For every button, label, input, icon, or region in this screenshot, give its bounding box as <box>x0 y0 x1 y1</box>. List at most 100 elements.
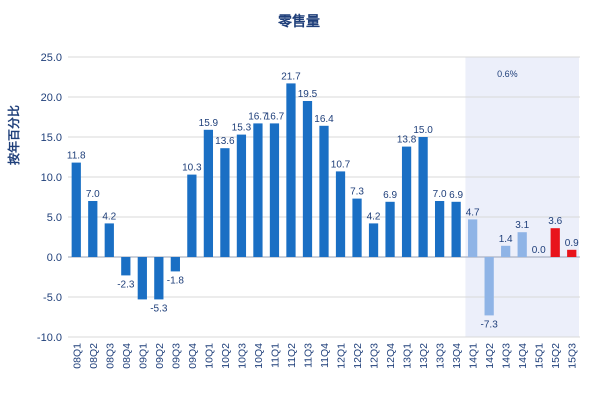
x-tick-label: 14Q2 <box>484 343 496 369</box>
x-tick-label: 12Q1 <box>336 343 348 369</box>
x-tick-label: 09Q2 <box>154 343 166 369</box>
data-label-15Q2: 3.6 <box>548 216 562 227</box>
x-tick-label: 08Q2 <box>88 343 100 369</box>
x-tick-label: 12Q3 <box>369 343 381 369</box>
bar-11Q3 <box>302 101 313 257</box>
data-label-10Q4: 16.7 <box>248 111 268 122</box>
bar-14Q1 <box>468 219 478 257</box>
x-tick-label: 10Q1 <box>203 343 215 369</box>
x-tick-label: 12Q2 <box>352 343 364 369</box>
x-tick-label: 08Q1 <box>71 343 83 369</box>
x-tick-label: 15Q1 <box>534 343 546 369</box>
bar-14Q4 <box>517 232 527 257</box>
x-tick-label: 11Q1 <box>269 343 281 368</box>
y-tick-label: 25.0 <box>41 52 62 64</box>
bar-12Q4 <box>385 201 395 257</box>
y-axis-ticks: 25.0 20.0 15.0 10.0 5.0 0.0 -5.0 -10.0 <box>37 52 62 344</box>
data-label-08Q3: 4.2 <box>102 211 116 222</box>
data-label-13Q1: 13.8 <box>397 135 417 146</box>
bar-12Q1 <box>335 171 346 257</box>
y-tick-label: 5.0 <box>47 212 62 224</box>
x-tick-label: 11Q4 <box>319 343 331 368</box>
bar-15Q2 <box>550 228 560 257</box>
bar-10Q2 <box>220 148 230 257</box>
data-label-14Q2: -7.3 <box>481 319 499 330</box>
data-label-12Q4: 6.9 <box>383 190 397 201</box>
bar-12Q3 <box>368 223 379 257</box>
data-label-11Q3: 19.5 <box>298 89 318 100</box>
bar-08Q1 <box>71 162 81 257</box>
x-tick-label: 13Q2 <box>418 343 430 369</box>
data-label-09Q2: -5.3 <box>150 303 168 314</box>
data-label-13Q3: 7.0 <box>433 189 447 200</box>
bar-15Q3 <box>567 249 577 257</box>
x-tick-label: 11Q3 <box>302 343 314 368</box>
bar-08Q4 <box>121 257 131 276</box>
data-label-10Q1: 15.9 <box>199 118 219 129</box>
chart-title: 零售量 <box>277 13 320 30</box>
data-label-14Q4: 3.1 <box>515 220 529 231</box>
x-tick-label: 15Q3 <box>567 343 579 369</box>
data-label-11Q4: 16.4 <box>314 114 334 125</box>
y-tick-label: 15.0 <box>41 132 62 144</box>
data-label-12Q1: 10.7 <box>331 159 351 170</box>
data-label-08Q2: 7.0 <box>86 189 100 200</box>
x-tick-label: 14Q3 <box>501 343 513 369</box>
x-tick-label: 13Q1 <box>402 343 414 369</box>
x-tick-label: 13Q3 <box>435 343 447 369</box>
bar-14Q3 <box>501 245 511 257</box>
bar-13Q2 <box>418 137 428 257</box>
bar-10Q3 <box>236 134 247 257</box>
bar-09Q4 <box>187 174 197 257</box>
highlight-region <box>465 57 579 337</box>
data-label-09Q4: 10.3 <box>182 163 202 174</box>
x-tick-label: 12Q4 <box>385 343 397 369</box>
data-label-15Q1: 0.0 <box>532 245 546 256</box>
data-label-10Q2: 13.6 <box>215 136 235 147</box>
data-label-13Q4: 6.9 <box>449 190 463 201</box>
x-tick-label: 10Q2 <box>220 343 232 369</box>
data-label-13Q2: 15.0 <box>413 125 433 136</box>
x-tick-label: 09Q1 <box>137 343 149 369</box>
data-label-12Q2: 7.3 <box>350 187 364 198</box>
bar-09Q1 <box>137 257 147 300</box>
x-tick-label: 09Q3 <box>170 343 182 369</box>
bar-10Q1 <box>203 129 214 257</box>
bar-11Q4 <box>319 125 329 257</box>
highlight-annotation: 0.6% <box>497 69 518 79</box>
data-label-11Q1: 16.7 <box>265 111 285 122</box>
y-tick-label: -10.0 <box>37 332 62 344</box>
x-tick-label: 10Q4 <box>253 343 265 369</box>
x-axis-ticks: 08Q1 08Q2 08Q3 08Q4 09Q1 09Q2 09Q3 09Q4 10Q1 10Q2… <box>71 343 578 369</box>
bar-09Q2 <box>154 257 164 300</box>
data-label-15Q3: 0.9 <box>565 238 579 249</box>
bar-08Q2 <box>88 201 98 257</box>
bar-13Q4 <box>451 201 461 257</box>
bars <box>71 83 577 316</box>
x-tick-label: 14Q4 <box>517 343 529 369</box>
x-tick-label: 15Q2 <box>550 343 562 369</box>
x-tick-label: 14Q1 <box>468 343 480 369</box>
data-label-12Q3: 4.2 <box>367 211 381 222</box>
x-tick-label: 09Q4 <box>187 343 199 369</box>
x-tick-label: 11Q2 <box>286 343 298 368</box>
bar-09Q3 <box>170 257 180 272</box>
forecast-highlight-region <box>465 57 579 337</box>
data-label-08Q4: -2.3 <box>117 279 135 290</box>
bar-14Q2 <box>484 257 494 316</box>
bar-11Q2 <box>286 83 296 258</box>
y-tick-label: -5.0 <box>43 292 62 304</box>
bar-13Q1 <box>401 146 412 257</box>
y-tick-label: 0.0 <box>47 252 62 264</box>
x-tick-label: 08Q3 <box>104 343 116 369</box>
x-tick-label: 10Q3 <box>236 343 248 369</box>
bar-10Q4 <box>253 123 263 258</box>
data-label-14Q1: 4.7 <box>466 207 480 218</box>
bar-08Q3 <box>104 223 114 257</box>
bar-11Q1 <box>269 123 280 258</box>
x-tick-label: 13Q4 <box>451 343 463 369</box>
bar-13Q3 <box>434 201 445 257</box>
bar-12Q2 <box>352 198 362 257</box>
data-label-14Q3: 1.4 <box>499 234 513 245</box>
